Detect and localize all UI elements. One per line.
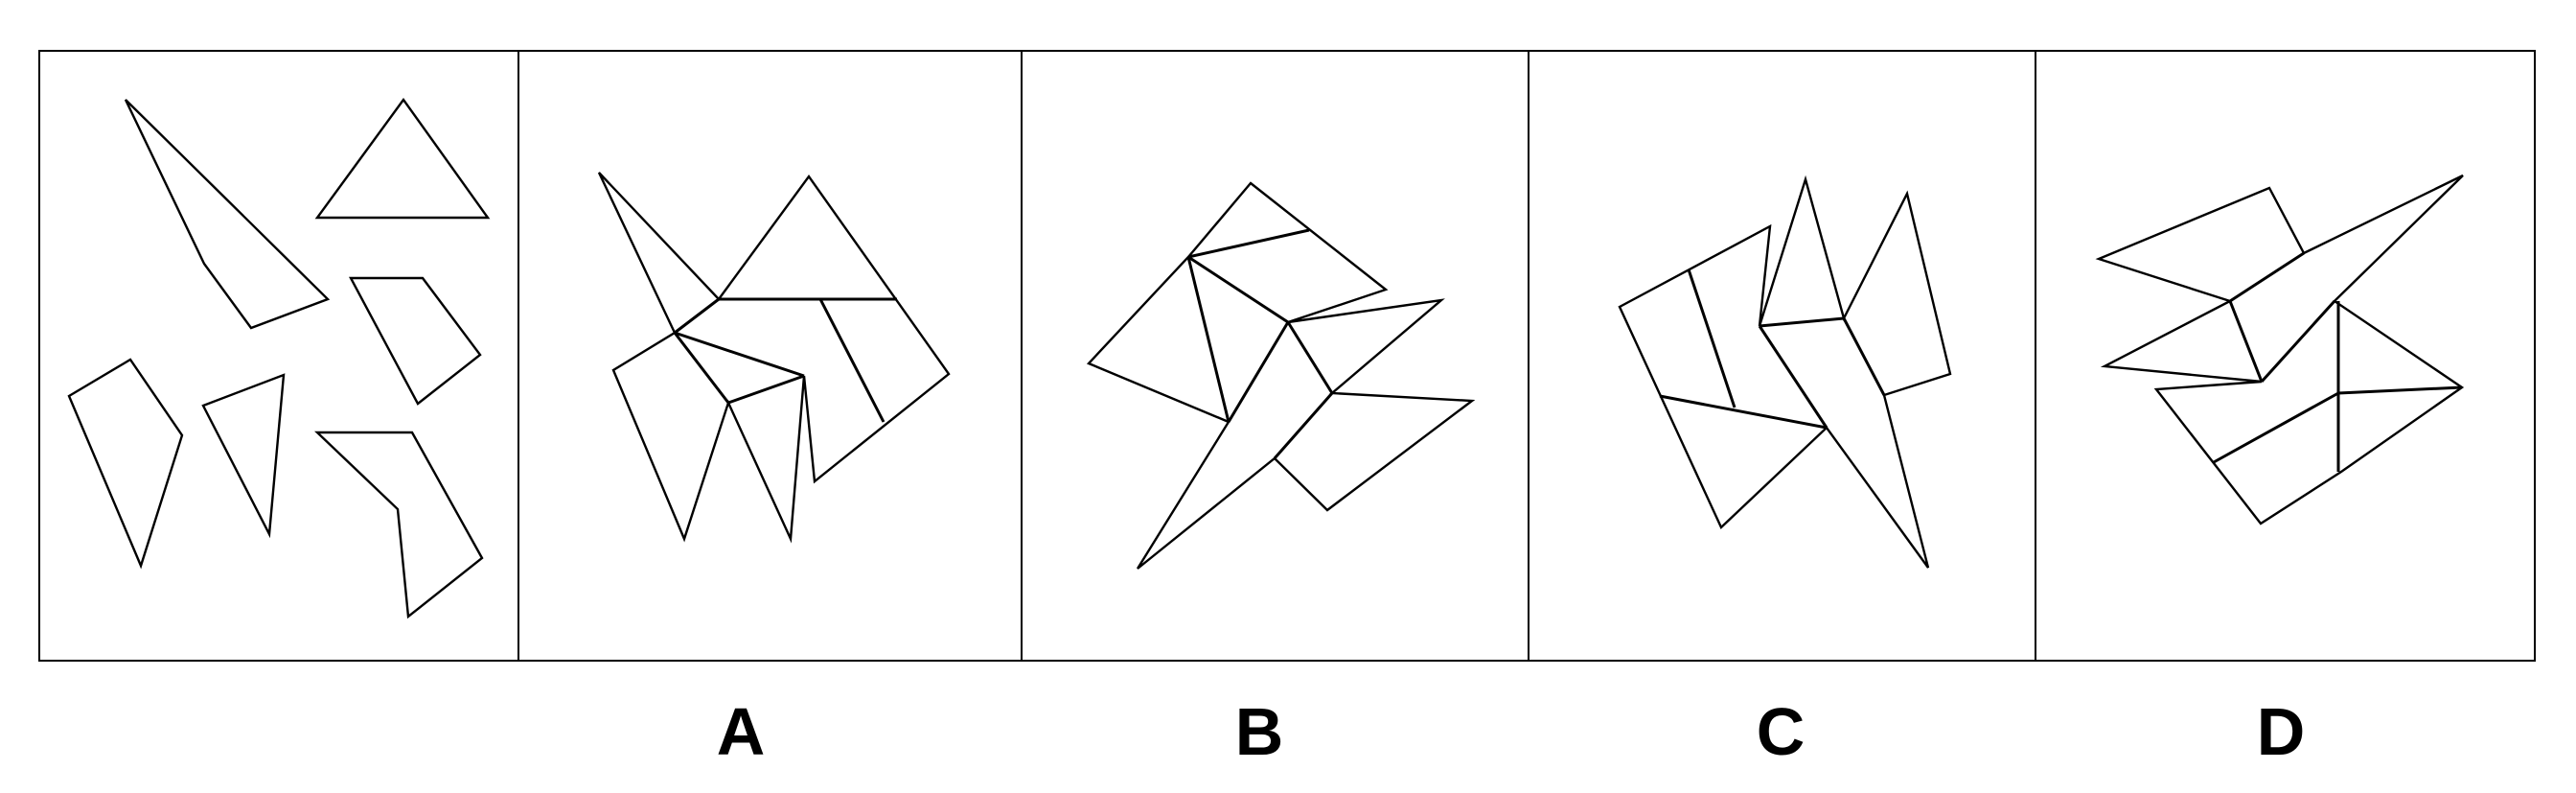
piece-left-quad (67, 358, 184, 570)
option-d-outline (2095, 174, 2465, 525)
option-a-edge-6 (818, 298, 886, 423)
panel-frame (38, 50, 2536, 662)
option-d-figure (2095, 174, 2465, 525)
given-pieces (67, 97, 491, 619)
option-label-a[interactable]: A (716, 694, 766, 769)
option-b-edge-5 (1286, 321, 1334, 394)
option-c-edge-3 (1759, 316, 1845, 328)
option-b-edge-1 (1187, 228, 1310, 259)
option-d-edge-1 (2229, 251, 2305, 303)
piece-small-triangle (201, 373, 286, 539)
option-d-edge-6 (2213, 391, 2339, 464)
option-a-edge-5 (673, 332, 730, 404)
piece-long-triangle (124, 99, 331, 330)
option-c-figure (1618, 175, 1952, 569)
option-label-d[interactable]: D (2256, 694, 2306, 769)
option-c-edge-5 (1842, 317, 1886, 396)
option-b-edge-2 (1186, 256, 1230, 423)
option-a-outline (597, 172, 951, 544)
option-b-figure (1086, 181, 1476, 570)
option-c-edge-2 (1659, 394, 1828, 430)
option-a-edge-2 (674, 297, 720, 335)
option-c-outline (1618, 175, 1952, 569)
option-d-edge-3 (2260, 299, 2336, 384)
option-c-edge-4 (1758, 325, 1828, 429)
option-d-edge-2 (2228, 300, 2264, 383)
option-a-edge-4 (727, 374, 805, 405)
option-c-edge-1 (1687, 268, 1736, 408)
option-b-outline (1086, 181, 1476, 570)
option-label-b[interactable]: B (1234, 694, 1284, 769)
option-label-c[interactable]: C (1756, 694, 1806, 769)
option-b-edge-4 (1227, 321, 1290, 423)
piece-trapezoid (348, 276, 482, 406)
option-a-figure (597, 172, 951, 544)
option-b-edge-3 (1187, 255, 1289, 324)
option-a-edge-3 (674, 331, 805, 378)
piece-pentagon (314, 431, 484, 619)
option-d-edge-5 (2337, 385, 2463, 395)
option-b-edge-6 (1273, 392, 1334, 459)
piece-top-triangle (314, 97, 491, 220)
